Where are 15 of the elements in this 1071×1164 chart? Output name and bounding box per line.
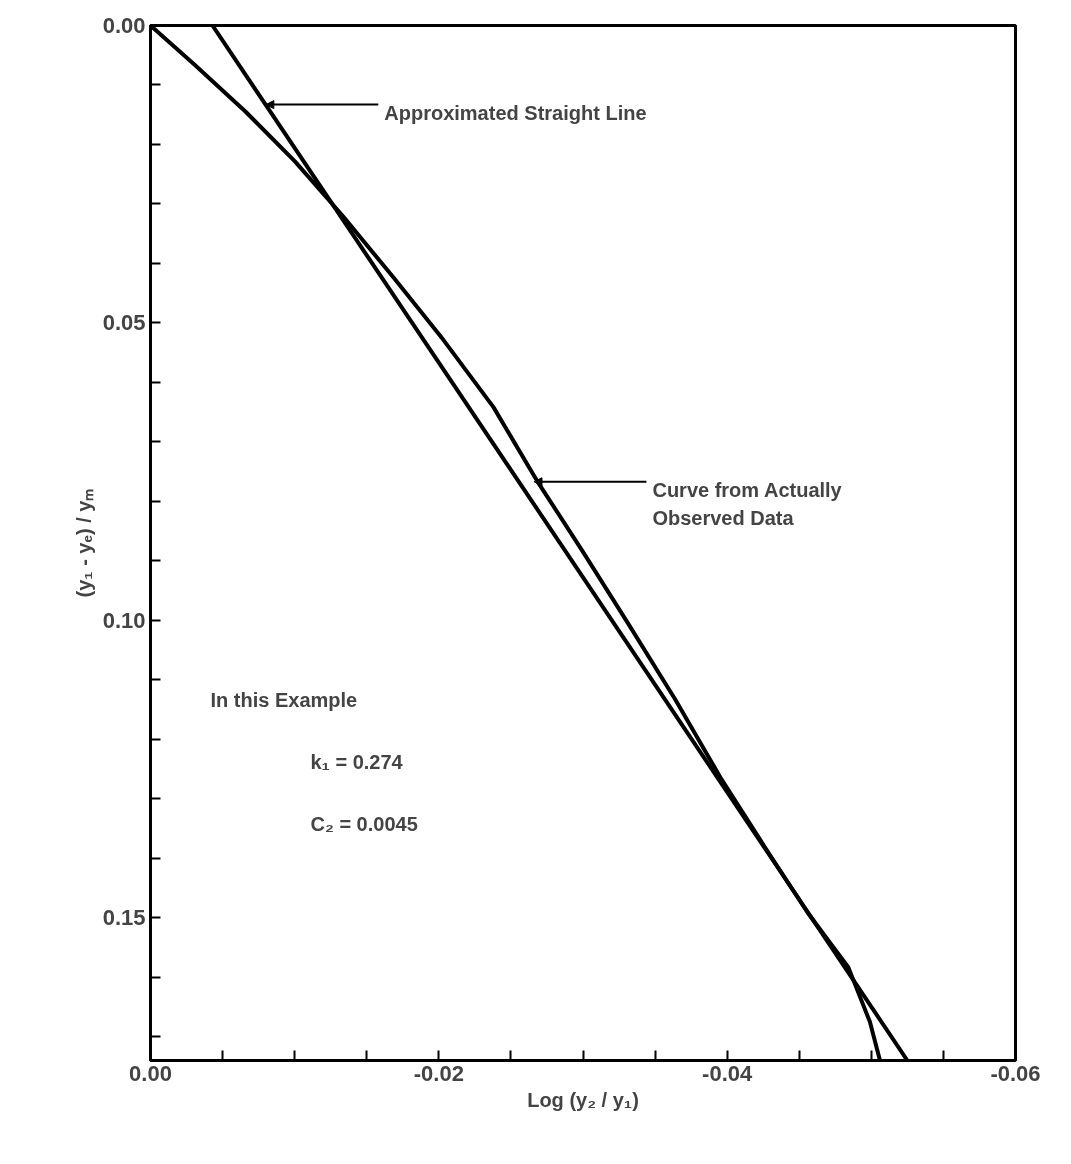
x-tick-label: -0.04 xyxy=(702,1060,753,1086)
annotation: k₁ = 0.274 xyxy=(310,750,404,773)
x-tick-label: -0.06 xyxy=(990,1060,1041,1086)
y-tick-label: 0.15 xyxy=(102,905,146,931)
y-tick-label: 0.10 xyxy=(102,607,146,633)
y-tick-label: 0.00 xyxy=(102,13,146,38)
annotation: C₂ = 0.0045 xyxy=(310,812,418,835)
y-tick-label: 0.05 xyxy=(102,310,146,336)
annotation: In this Example xyxy=(210,688,358,711)
annotation: Curve from Actually Observed Data xyxy=(652,478,843,529)
x-axis-title: Log (y₂ / y₁) xyxy=(527,1088,639,1111)
x-tick-label: 0.00 xyxy=(129,1060,172,1086)
y-axis-title: (y₁ - yₑ) / yₘ xyxy=(72,488,95,598)
x-tick-label: -0.02 xyxy=(413,1060,464,1086)
annotation: Approximated Straight Line xyxy=(384,101,647,124)
